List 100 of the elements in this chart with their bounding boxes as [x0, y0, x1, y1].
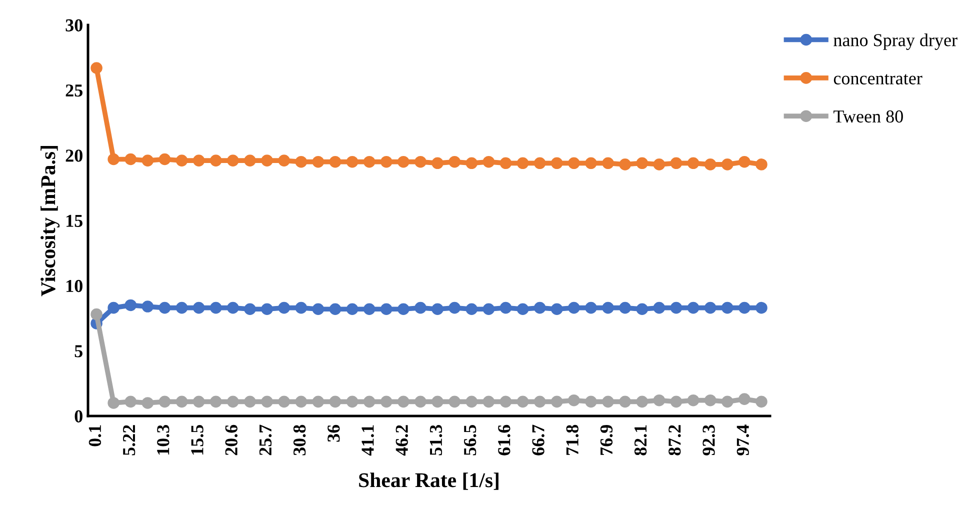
- point: [653, 394, 666, 406]
- point: [602, 157, 614, 170]
- point: [210, 154, 222, 166]
- x-tick-label: 15.5: [191, 424, 204, 454]
- point: [142, 300, 154, 312]
- point: [516, 396, 529, 408]
- x-tick-label: 87.2: [668, 425, 681, 456]
- point: [704, 394, 716, 406]
- x-axis-title: Shear Rate [1/s]: [359, 472, 498, 490]
- point: [738, 302, 750, 314]
- point: [482, 303, 495, 316]
- point: [398, 156, 410, 168]
- point: [346, 396, 358, 408]
- point: [636, 157, 648, 170]
- point: [142, 154, 154, 166]
- point: [414, 156, 426, 168]
- point: [448, 302, 460, 314]
- x-tick-label: 92.3: [702, 424, 715, 456]
- point: [432, 157, 444, 170]
- point: [585, 302, 597, 314]
- point: [244, 154, 256, 166]
- point: [210, 302, 222, 314]
- point: [482, 396, 495, 408]
- point: [90, 62, 102, 74]
- point: [329, 156, 342, 168]
- point: [278, 302, 290, 314]
- point: [210, 396, 222, 408]
- point: [500, 157, 512, 170]
- point: [550, 157, 563, 170]
- point: [516, 157, 529, 170]
- x-tick-label: 10.3: [157, 424, 170, 454]
- point: [363, 396, 376, 408]
- point: [312, 396, 324, 408]
- point: [550, 303, 563, 316]
- point: [602, 396, 614, 408]
- point: [227, 302, 239, 314]
- point: [500, 396, 512, 408]
- x-tick-label: 71.8: [566, 424, 579, 455]
- point: [380, 156, 392, 168]
- x-tick-label: 25.7: [259, 424, 272, 456]
- point: [516, 303, 529, 316]
- point: [244, 303, 256, 316]
- point: [380, 396, 392, 408]
- point: [550, 396, 563, 408]
- x-tick-label: 41.1: [362, 425, 374, 456]
- point: [619, 396, 631, 408]
- y-tick-label: 5: [74, 345, 82, 358]
- y-tick-label: 20: [66, 150, 82, 162]
- point: [585, 396, 597, 408]
- point: [756, 302, 768, 314]
- point: [414, 396, 426, 408]
- point: [534, 396, 546, 408]
- point: [687, 157, 700, 170]
- x-tick-label: 66.7: [532, 424, 544, 456]
- point: [192, 154, 205, 166]
- point: [295, 156, 308, 168]
- point: [756, 396, 768, 408]
- x-tick-label: 97.4: [736, 424, 750, 456]
- x-tick-label: 56.5: [464, 424, 476, 456]
- x-tick-label: 61.6: [498, 424, 510, 456]
- point: [261, 154, 273, 166]
- legend-label: nano Spray dryer: [834, 34, 958, 50]
- point: [619, 158, 631, 170]
- point: [585, 157, 597, 170]
- point: [176, 154, 188, 166]
- legend-label: concentrater: [834, 74, 922, 84]
- point: [432, 396, 444, 408]
- point: [124, 153, 137, 166]
- x-tick-label: 82.1: [634, 425, 647, 456]
- point: [329, 396, 342, 408]
- point: [278, 396, 290, 408]
- point: [568, 157, 580, 170]
- point: [108, 397, 120, 409]
- y-tick-label: 10: [66, 280, 82, 292]
- x-tick-label: 20.6: [225, 424, 238, 456]
- point: [346, 303, 358, 316]
- point: [448, 156, 460, 168]
- point: [670, 302, 682, 314]
- point: [636, 396, 648, 408]
- point: [670, 396, 682, 408]
- point: [568, 394, 580, 406]
- point: [738, 156, 750, 168]
- point: [278, 154, 290, 166]
- point: [227, 396, 239, 408]
- x-tick-label: 0.1: [88, 425, 102, 446]
- x-tick-label: 30.8: [293, 424, 306, 456]
- point: [295, 396, 308, 408]
- y-axis-title: Viscosity [mPa.s]: [40, 146, 60, 296]
- point: [619, 302, 631, 314]
- point: [363, 156, 376, 168]
- point: [261, 396, 273, 408]
- point: [653, 158, 666, 170]
- point: [704, 302, 716, 314]
- point: [738, 393, 750, 405]
- legend-label: Tween 80: [834, 110, 903, 123]
- point: [534, 302, 546, 314]
- point: [721, 302, 734, 314]
- x-tick-label: 5.22: [123, 425, 136, 456]
- point: [482, 156, 495, 168]
- y-tick-label: 0: [74, 410, 82, 422]
